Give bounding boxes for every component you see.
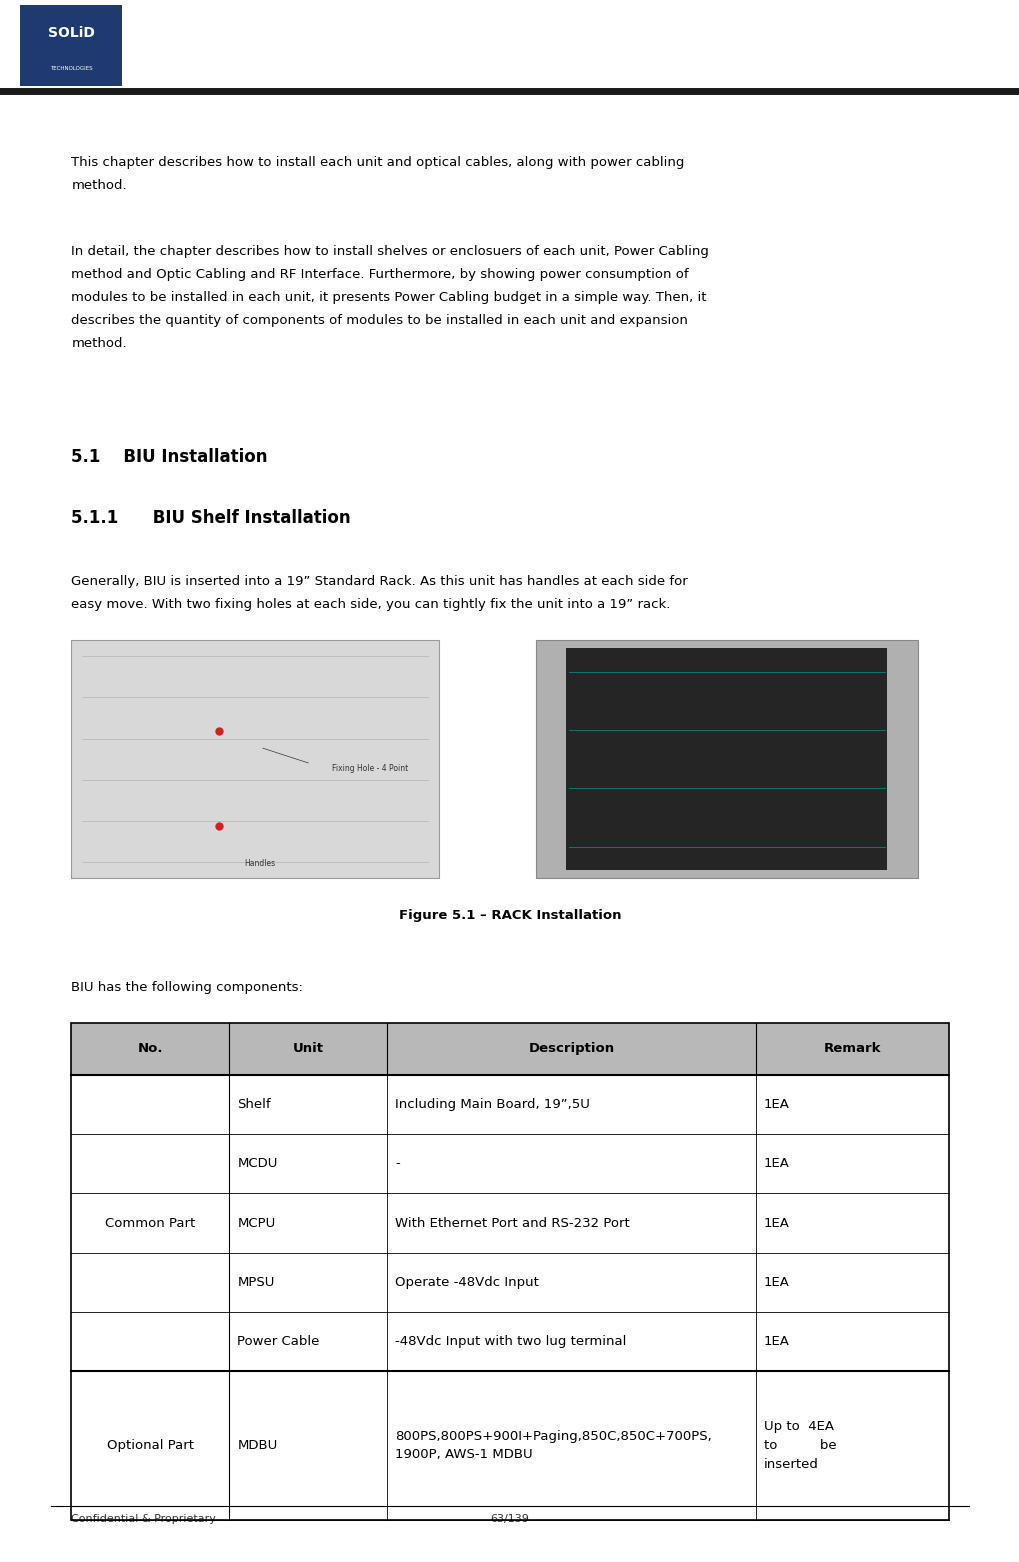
Text: Operate -48Vdc Input: Operate -48Vdc Input <box>395 1276 539 1289</box>
Text: Description: Description <box>528 1042 613 1056</box>
Text: 5.1.1      BIU Shelf Installation: 5.1.1 BIU Shelf Installation <box>71 509 351 528</box>
Text: 800PS,800PS+900I+Paging,850C,850C+700PS,
1900P, AWS-1 MDBU: 800PS,800PS+900I+Paging,850C,850C+700PS,… <box>395 1431 711 1460</box>
Bar <box>566 648 887 870</box>
Text: MPSU: MPSU <box>237 1276 274 1289</box>
Text: TECHNOLOGIES: TECHNOLOGIES <box>50 66 93 70</box>
Text: SOLiD: SOLiD <box>48 27 95 41</box>
Text: Optional Part: Optional Part <box>107 1439 194 1453</box>
Text: This chapter describes how to install each unit and optical cables, along with p: This chapter describes how to install ea… <box>71 156 684 192</box>
Text: MCDU: MCDU <box>237 1157 277 1170</box>
Text: MCPU: MCPU <box>237 1217 275 1229</box>
Bar <box>71 1371 948 1520</box>
Bar <box>71 1134 948 1193</box>
Bar <box>71 1193 948 1253</box>
Bar <box>20 5 122 86</box>
Text: Up to  4EA
to          be
inserted: Up to 4EA to be inserted <box>763 1420 836 1471</box>
Text: -48Vdc Input with two lug terminal: -48Vdc Input with two lug terminal <box>395 1336 626 1348</box>
Bar <box>71 1023 948 1520</box>
Text: Fixing Hole - 4 Point: Fixing Hole - 4 Point <box>331 764 408 773</box>
Bar <box>71 640 438 878</box>
Bar <box>535 640 917 878</box>
Text: Shelf: Shelf <box>237 1098 271 1111</box>
Text: Unit: Unit <box>292 1042 323 1056</box>
Text: Common Part: Common Part <box>105 1217 196 1229</box>
Bar <box>71 1312 948 1371</box>
Text: 63/139: 63/139 <box>490 1514 529 1523</box>
Text: Figure 5.1 – RACK Installation: Figure 5.1 – RACK Installation <box>398 909 621 922</box>
Text: 1EA: 1EA <box>763 1217 789 1229</box>
Text: Including Main Board, 19”,5U: Including Main Board, 19”,5U <box>395 1098 590 1111</box>
Text: 1EA: 1EA <box>763 1157 789 1170</box>
Text: 1EA: 1EA <box>763 1276 789 1289</box>
Text: With Ethernet Port and RS-232 Port: With Ethernet Port and RS-232 Port <box>395 1217 630 1229</box>
Text: Remark: Remark <box>822 1042 880 1056</box>
Bar <box>71 1075 948 1134</box>
Text: BIU has the following components:: BIU has the following components: <box>71 981 303 993</box>
Text: Confidential & Proprietary: Confidential & Proprietary <box>71 1514 216 1523</box>
Text: 1EA: 1EA <box>763 1098 789 1111</box>
Bar <box>71 1253 948 1312</box>
Text: -: - <box>395 1157 399 1170</box>
Text: 1EA: 1EA <box>763 1336 789 1348</box>
Text: Power Cable: Power Cable <box>237 1336 320 1348</box>
Text: No.: No. <box>138 1042 163 1056</box>
Bar <box>71 1023 948 1075</box>
Text: MDBU: MDBU <box>237 1439 277 1453</box>
Text: Handles: Handles <box>245 859 275 868</box>
Text: In detail, the chapter describes how to install shelves or enclosuers of each un: In detail, the chapter describes how to … <box>71 245 708 350</box>
Text: Generally, BIU is inserted into a 19” Standard Rack. As this unit has handles at: Generally, BIU is inserted into a 19” St… <box>71 575 688 611</box>
Text: 5.1    BIU Installation: 5.1 BIU Installation <box>71 448 268 467</box>
